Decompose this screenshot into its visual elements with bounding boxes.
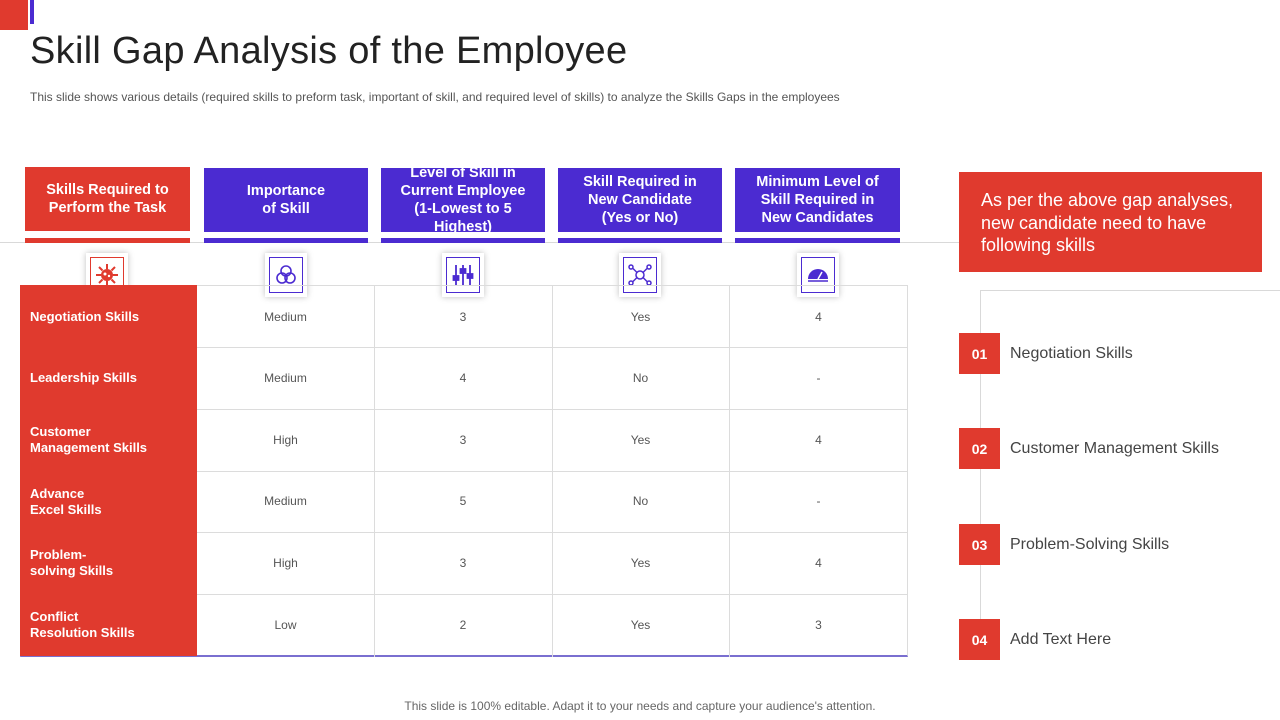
slide-subtitle: This slide shows various details (requir… [30, 90, 840, 104]
cell-level: 5 [459, 494, 467, 508]
needed-skill-number: 02 [959, 428, 1000, 469]
row-label-customer-management: Customer Management Skills [20, 409, 197, 471]
header-required-new: Skill Required in New Candidate (Yes or … [558, 168, 722, 232]
cell-importance: Medium [264, 371, 307, 385]
cell-importance: High [273, 556, 298, 570]
header-minimum-level: Minimum Level of Skill Required in New C… [735, 168, 900, 232]
row-label-negotiation: Negotiation Skills [20, 285, 197, 347]
row-divider [197, 471, 908, 472]
slide-footer: This slide is 100% editable. Adapt it to… [404, 699, 876, 713]
cell-importance: Medium [264, 494, 307, 508]
triad-circles-icon [265, 253, 307, 297]
header-underline [558, 238, 722, 243]
header-importance: Importance of Skill [204, 168, 368, 232]
cell-importance: Medium [264, 310, 307, 324]
header-underline [25, 238, 190, 243]
cell-level: 3 [459, 310, 467, 324]
row-divider [197, 532, 908, 533]
gauge-icon [797, 253, 839, 297]
header-underline [381, 238, 545, 243]
needed-skill-label: Customer Management Skills [1010, 440, 1219, 457]
cell-importance: High [273, 433, 298, 447]
row-label-problem-solving: Problem- solving Skills [20, 532, 197, 594]
cell-required: Yes [630, 556, 651, 570]
cell-minimum: 4 [815, 556, 822, 570]
needed-skill-number: 04 [959, 619, 1000, 660]
row-label-leadership: Leadership Skills [20, 347, 197, 409]
row-divider [197, 594, 908, 595]
needed-skill-number: 01 [959, 333, 1000, 374]
row-label-advance-excel: Advance Excel Skills [20, 471, 197, 532]
cell-minimum: 3 [815, 618, 822, 632]
gap-analysis-callout: As per the above gap analyses, new candi… [959, 172, 1262, 272]
cell-level: 3 [459, 433, 467, 447]
cell-importance: Low [274, 618, 297, 632]
needed-skill-label: Problem-Solving Skills [1010, 536, 1170, 553]
cell-level: 4 [459, 371, 467, 385]
timeline-line [980, 290, 981, 660]
header-underline [735, 238, 900, 243]
row-label-conflict-resolution: Conflict Resolution Skills [20, 594, 197, 656]
header-current-level: Level of Skill in Current Employee (1-Lo… [381, 165, 545, 235]
needed-skill-label: Negotiation Skills [1010, 345, 1133, 362]
corner-accent-red [0, 0, 28, 30]
network-icon [619, 253, 661, 297]
row-divider [197, 347, 908, 348]
row-divider [197, 409, 908, 410]
cell-required: No [632, 371, 649, 385]
cell-required: Yes [630, 310, 651, 324]
cell-minimum: 4 [815, 310, 822, 324]
cell-required: Yes [630, 433, 651, 447]
cell-minimum: - [816, 494, 821, 508]
cell-required: No [632, 494, 649, 508]
slide-title: Skill Gap Analysis of the Employee [30, 30, 628, 72]
cell-required: Yes [630, 618, 651, 632]
cell-minimum: 4 [815, 433, 822, 447]
sliders-icon [442, 253, 484, 297]
timeline-line [980, 290, 1280, 291]
header-skills-required: Skills Required to Perform the Task [25, 167, 190, 231]
needed-skill-number: 03 [959, 524, 1000, 565]
header-underline [204, 238, 368, 243]
needed-skill-label: Add Text Here [1010, 631, 1112, 648]
corner-accent-blue [30, 0, 34, 24]
cell-level: 3 [459, 556, 467, 570]
cell-level: 2 [459, 618, 467, 632]
cell-minimum: - [816, 371, 821, 385]
